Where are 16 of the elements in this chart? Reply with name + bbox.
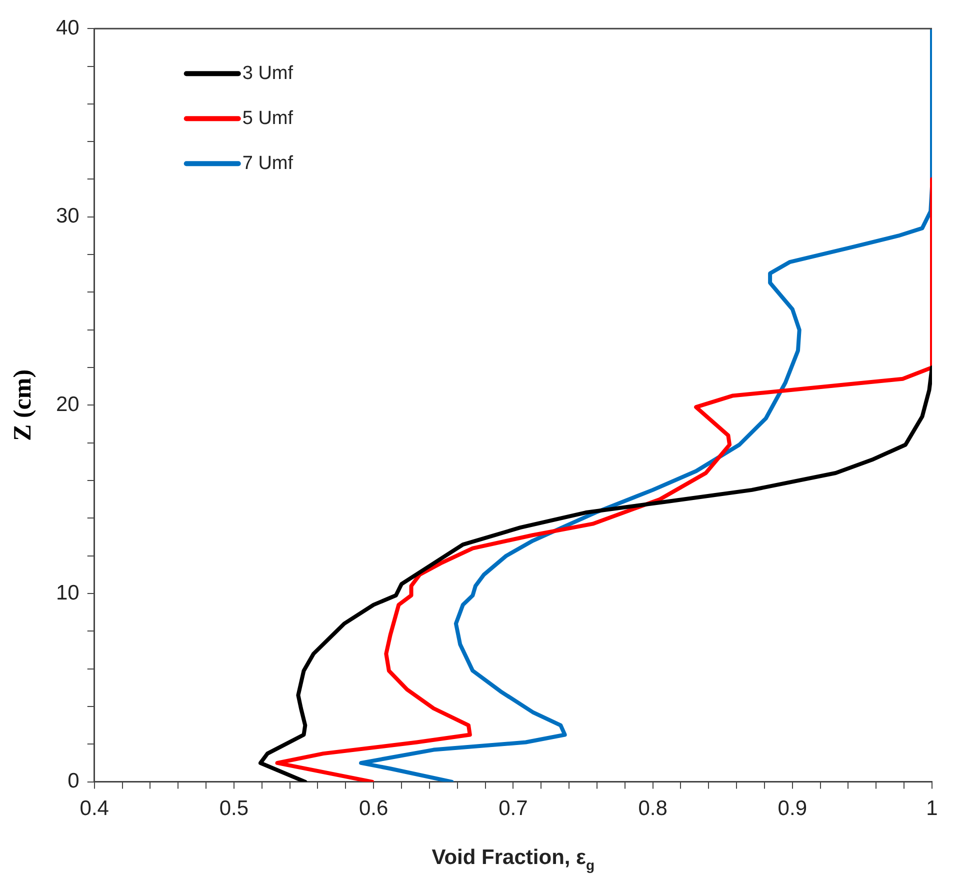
y-tick-label: 0 bbox=[68, 770, 80, 793]
x-tick-label: 0.6 bbox=[358, 797, 388, 820]
x-tick-label: 1 bbox=[926, 797, 938, 820]
x-tick-label: 0.4 bbox=[80, 797, 110, 820]
legend-label: 5 Umf bbox=[242, 108, 294, 129]
y-tick-label: 20 bbox=[56, 392, 80, 416]
x-tick-label: 0.9 bbox=[778, 797, 807, 820]
legend-label: 7 Umf bbox=[242, 152, 294, 174]
y-tick-label: 10 bbox=[56, 581, 80, 604]
y-tick-label: 30 bbox=[56, 204, 80, 228]
x-tick-label: 0.7 bbox=[498, 797, 528, 820]
x-tick-label: 0.5 bbox=[219, 797, 249, 820]
legend-label: 3 Umf bbox=[242, 62, 294, 84]
x-tick-label: 0.8 bbox=[638, 797, 668, 820]
y-tick-label: 40 bbox=[56, 16, 80, 40]
y-axis-title: Z (cm) bbox=[9, 369, 36, 441]
